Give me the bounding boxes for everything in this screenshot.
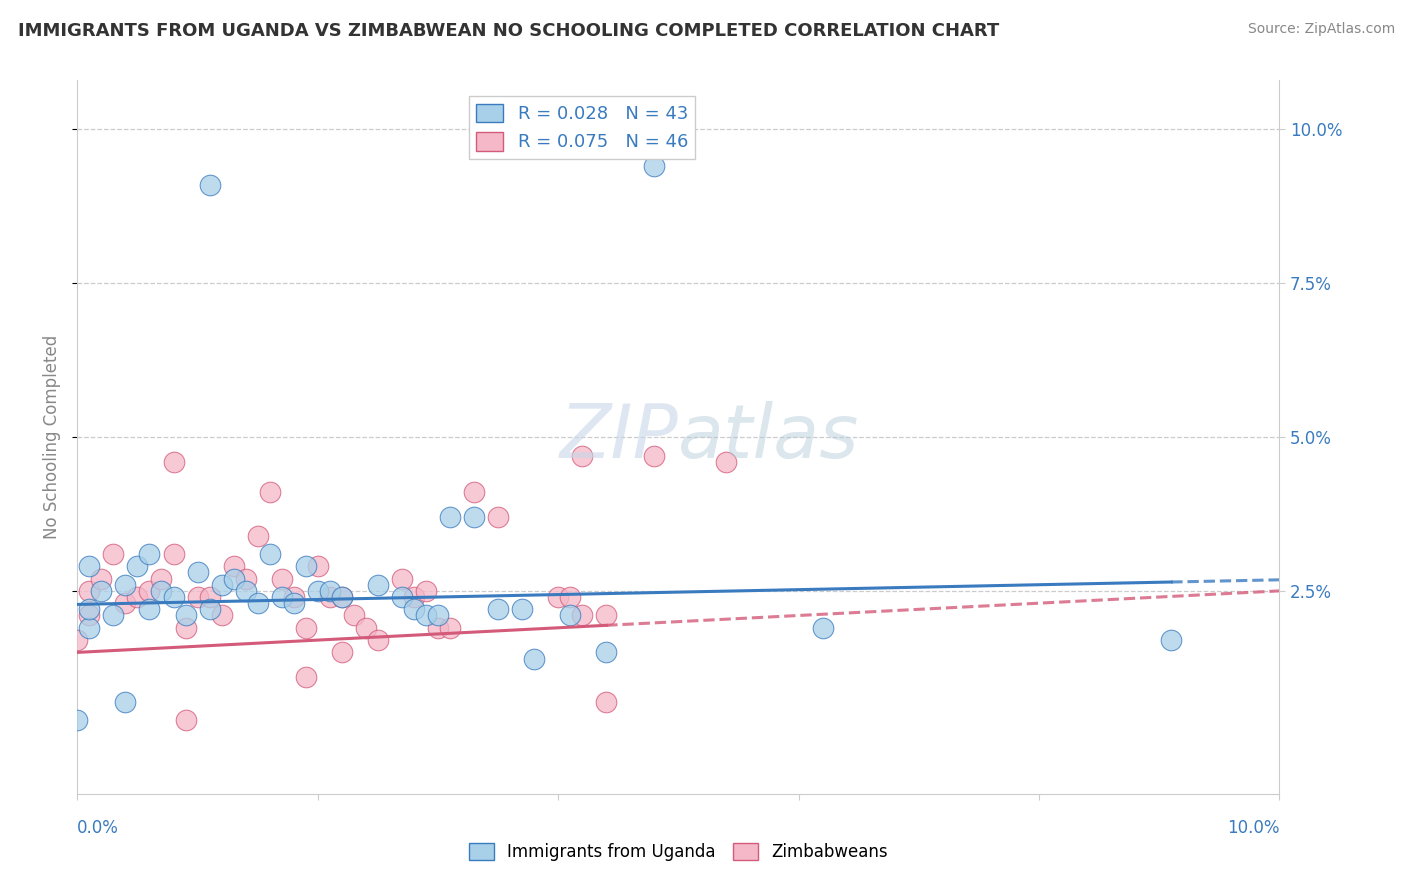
Point: [439, 510, 461, 524]
Point: [643, 449, 665, 463]
Point: [571, 608, 593, 623]
Point: [402, 590, 425, 604]
Point: [114, 596, 136, 610]
Text: atlas: atlas: [679, 401, 860, 473]
Point: [391, 572, 413, 586]
Point: [103, 608, 125, 623]
Point: [127, 559, 149, 574]
Point: [270, 590, 292, 604]
Legend: R = 0.028   N = 43, R = 0.075   N = 46: R = 0.028 N = 43, R = 0.075 N = 46: [470, 96, 696, 159]
Text: IMMIGRANTS FROM UGANDA VS ZIMBABWEAN NO SCHOOLING COMPLETED CORRELATION CHART: IMMIGRANTS FROM UGANDA VS ZIMBABWEAN NO …: [18, 22, 1000, 40]
Point: [150, 583, 173, 598]
Point: [283, 596, 305, 610]
Point: [486, 602, 509, 616]
Point: [79, 602, 101, 616]
Point: [716, 455, 738, 469]
Point: [138, 547, 160, 561]
Point: [595, 695, 617, 709]
Point: [330, 590, 353, 604]
Point: [439, 621, 461, 635]
Text: ZIP: ZIP: [560, 401, 679, 473]
Point: [486, 510, 509, 524]
Point: [330, 590, 353, 604]
Point: [283, 590, 305, 604]
Point: [259, 485, 281, 500]
Point: [162, 455, 184, 469]
Point: [427, 621, 450, 635]
Point: [90, 583, 112, 598]
Y-axis label: No Schooling Completed: No Schooling Completed: [44, 335, 62, 539]
Point: [811, 621, 834, 635]
Point: [402, 602, 425, 616]
Point: [174, 621, 197, 635]
Point: [463, 510, 485, 524]
Point: [415, 608, 437, 623]
Point: [427, 608, 450, 623]
Point: [307, 583, 329, 598]
Point: [510, 602, 533, 616]
Point: [367, 578, 389, 592]
Point: [571, 449, 593, 463]
Point: [259, 547, 281, 561]
Point: [198, 602, 221, 616]
Point: [79, 559, 101, 574]
Point: [595, 645, 617, 659]
Point: [463, 485, 485, 500]
Point: [79, 608, 101, 623]
Point: [560, 590, 582, 604]
Text: Source: ZipAtlas.com: Source: ZipAtlas.com: [1247, 22, 1395, 37]
Point: [270, 572, 292, 586]
Point: [523, 651, 546, 665]
Point: [367, 633, 389, 648]
Text: 0.0%: 0.0%: [77, 819, 120, 837]
Point: [246, 596, 269, 610]
Point: [330, 645, 353, 659]
Point: [294, 670, 316, 684]
Point: [66, 633, 89, 648]
Point: [66, 713, 89, 727]
Point: [547, 590, 569, 604]
Point: [162, 547, 184, 561]
Point: [138, 583, 160, 598]
Point: [222, 572, 245, 586]
Point: [246, 528, 269, 542]
Point: [222, 559, 245, 574]
Point: [415, 583, 437, 598]
Text: 10.0%: 10.0%: [1227, 819, 1279, 837]
Point: [211, 578, 233, 592]
Point: [103, 547, 125, 561]
Point: [319, 583, 342, 598]
Point: [127, 590, 149, 604]
Point: [235, 572, 257, 586]
Point: [343, 608, 366, 623]
Point: [187, 590, 209, 604]
Point: [187, 566, 209, 580]
Point: [235, 583, 257, 598]
Point: [354, 621, 377, 635]
Point: [307, 559, 329, 574]
Point: [198, 178, 221, 192]
Point: [391, 590, 413, 604]
Point: [319, 590, 342, 604]
Point: [150, 572, 173, 586]
Point: [595, 608, 617, 623]
Point: [294, 621, 316, 635]
Point: [1160, 633, 1182, 648]
Point: [114, 578, 136, 592]
Point: [211, 608, 233, 623]
Point: [162, 590, 184, 604]
Point: [174, 713, 197, 727]
Point: [560, 608, 582, 623]
Point: [79, 621, 101, 635]
Point: [90, 572, 112, 586]
Point: [114, 695, 136, 709]
Point: [174, 608, 197, 623]
Point: [198, 590, 221, 604]
Point: [138, 602, 160, 616]
Point: [643, 160, 665, 174]
Point: [79, 583, 101, 598]
Point: [294, 559, 316, 574]
